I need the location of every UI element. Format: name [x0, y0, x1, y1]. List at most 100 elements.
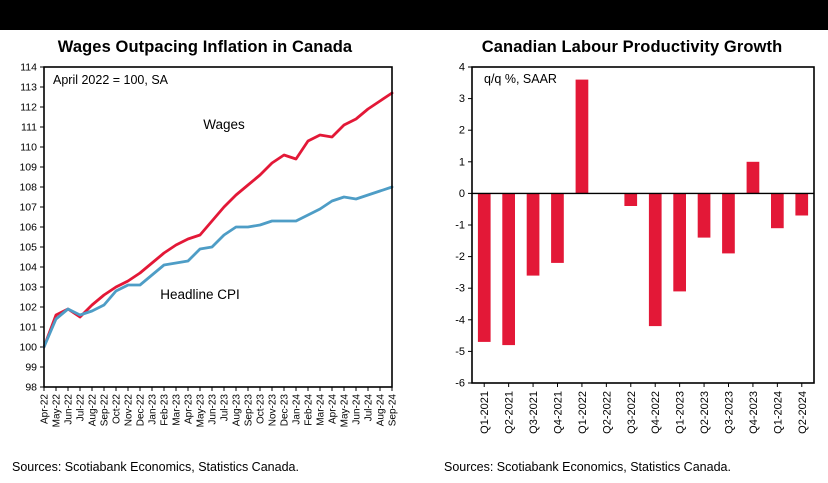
svg-text:0: 0 [459, 188, 465, 200]
charts-container: Wages Outpacing Inflation in Canada 98 99… [0, 30, 828, 474]
svg-text:102: 102 [19, 302, 37, 314]
svg-text:112: 112 [20, 102, 37, 114]
wages-chart-title: Wages Outpacing Inflation in Canada [57, 38, 353, 56]
bar [648, 193, 662, 327]
svg-text:Apr-23: Apr-23 [184, 394, 195, 424]
svg-text:114: 114 [20, 62, 37, 74]
series-label: Wages [203, 117, 245, 132]
svg-text:4: 4 [459, 62, 465, 74]
svg-text:May-22: May-22 [52, 394, 63, 428]
svg-text:-1: -1 [455, 220, 465, 232]
svg-text:Mar-24: Mar-24 [316, 394, 327, 426]
bar [575, 79, 589, 194]
svg-text:-4: -4 [455, 314, 465, 326]
chart-annotation: April 2022 = 100, SA [53, 73, 169, 87]
svg-text:1: 1 [459, 156, 465, 168]
top-bar [0, 0, 828, 30]
svg-text:Jul-24: Jul-24 [364, 394, 375, 422]
svg-text:101: 101 [19, 322, 37, 334]
svg-text:Jul-22: Jul-22 [76, 394, 87, 422]
bars [477, 79, 809, 346]
svg-text:Apr-24: Apr-24 [328, 394, 339, 424]
svg-text:Q3-2023: Q3-2023 [724, 391, 736, 434]
productivity-chart-sources: Sources: Scotiabank Economics, Statistic… [444, 460, 731, 474]
svg-text:Q4-2022: Q4-2022 [650, 391, 662, 434]
x-axis-labels: Q1-2021 Q2-2021 Q3-2021 Q4-2021 Q1-2022 Q2-20… [479, 383, 809, 434]
svg-text:2: 2 [459, 125, 465, 137]
bar [477, 193, 491, 342]
svg-text:100: 100 [19, 342, 37, 354]
plot-border [471, 66, 815, 384]
y-axis-labels: 98 99 100 101 102 103 104 105 106 107 108 109 110 111… [19, 62, 44, 394]
svg-text:Jun-24: Jun-24 [352, 394, 363, 425]
svg-text:99: 99 [25, 362, 37, 374]
bar [722, 193, 735, 254]
svg-text:111: 111 [21, 122, 37, 134]
svg-text:Dec-22: Dec-22 [136, 394, 147, 427]
svg-text:Jun-23: Jun-23 [208, 394, 219, 425]
svg-text:May-23: May-23 [196, 394, 207, 428]
svg-text:Q1-2022: Q1-2022 [577, 391, 589, 434]
svg-text:Aug-22: Aug-22 [88, 394, 99, 427]
svg-text:Q2-2023: Q2-2023 [699, 391, 711, 434]
svg-text:109: 109 [19, 162, 37, 174]
svg-text:107: 107 [19, 202, 37, 214]
svg-text:Apr-22: Apr-22 [40, 394, 51, 424]
svg-text:110: 110 [20, 142, 37, 154]
svg-text:Jan-24: Jan-24 [292, 394, 303, 425]
svg-text:Mar-23: Mar-23 [172, 394, 183, 426]
svg-text:Q1-2021: Q1-2021 [479, 391, 491, 434]
x-axis-labels: Apr-22 May-22 Jun-22 Jul-22 Aug-22 Sep-22 Oct-… [40, 387, 399, 427]
svg-text:Q2-2024: Q2-2024 [797, 391, 809, 434]
svg-text:Q1-2023: Q1-2023 [675, 391, 687, 434]
svg-text:Jun-22: Jun-22 [64, 394, 75, 425]
svg-text:-3: -3 [455, 283, 465, 295]
svg-text:May-24: May-24 [340, 394, 351, 428]
svg-text:Sep-23: Sep-23 [244, 394, 255, 427]
svg-text:103: 103 [19, 282, 37, 294]
bar [746, 161, 760, 194]
productivity-bar-chart: -6 -5 -4 -3 -2 -1 0 1 2 3 4 Q1-2021 Q2-2021 Q3-2021 Q4… [455, 62, 815, 434]
svg-text:Aug-24: Aug-24 [376, 394, 387, 427]
svg-text:108: 108 [19, 182, 37, 194]
bar [551, 193, 564, 263]
svg-text:-2: -2 [455, 251, 465, 263]
svg-text:98: 98 [25, 382, 37, 394]
svg-text:Q1-2024: Q1-2024 [772, 391, 784, 434]
svg-text:106: 106 [19, 222, 37, 234]
svg-text:Oct-23: Oct-23 [256, 394, 267, 424]
wages-cpi-line-chart: 98 99 100 101 102 103 104 105 106 107 108 109 110 111… [19, 62, 399, 428]
svg-text:Nov-22: Nov-22 [124, 394, 135, 427]
svg-text:Q4-2021: Q4-2021 [553, 391, 565, 434]
svg-text:Oct-22: Oct-22 [112, 394, 123, 424]
svg-text:Q3-2021: Q3-2021 [528, 391, 540, 434]
plot-border [43, 66, 393, 388]
bar [526, 193, 540, 276]
wages-chart-sources: Sources: Scotiabank Economics, Statistic… [12, 460, 299, 474]
svg-text:Q2-2021: Q2-2021 [504, 391, 516, 434]
svg-text:Nov-23: Nov-23 [268, 394, 279, 427]
svg-text:Q2-2022: Q2-2022 [601, 391, 613, 434]
bar [697, 193, 711, 238]
svg-text:Feb-24: Feb-24 [304, 394, 315, 426]
series-line-headline-cpi [42, 185, 394, 349]
bar [673, 193, 686, 292]
svg-text:-6: -6 [455, 378, 465, 390]
chart-annotation: q/q %, SAAR [484, 72, 557, 86]
svg-text:Q4-2023: Q4-2023 [748, 391, 760, 434]
svg-text:104: 104 [19, 262, 37, 274]
svg-text:Aug-23: Aug-23 [232, 394, 243, 427]
svg-text:Q3-2022: Q3-2022 [626, 391, 638, 434]
svg-text:Sep-22: Sep-22 [100, 394, 111, 427]
svg-text:Sep-24: Sep-24 [388, 394, 399, 427]
productivity-chart-title: Canadian Labour Productivity Growth [481, 38, 783, 56]
svg-text:105: 105 [19, 242, 37, 254]
svg-text:Dec-23: Dec-23 [280, 394, 291, 427]
svg-text:Jul-23: Jul-23 [220, 394, 231, 422]
bar [502, 193, 515, 346]
productivity-panel: Canadian Labour Productivity Growth -6 -5… [440, 30, 824, 474]
svg-text:-5: -5 [455, 346, 465, 358]
bar [624, 193, 638, 206]
y-axis-labels: -6 -5 -4 -3 -2 -1 0 1 2 3 4 [455, 62, 472, 390]
svg-text:3: 3 [459, 93, 465, 105]
